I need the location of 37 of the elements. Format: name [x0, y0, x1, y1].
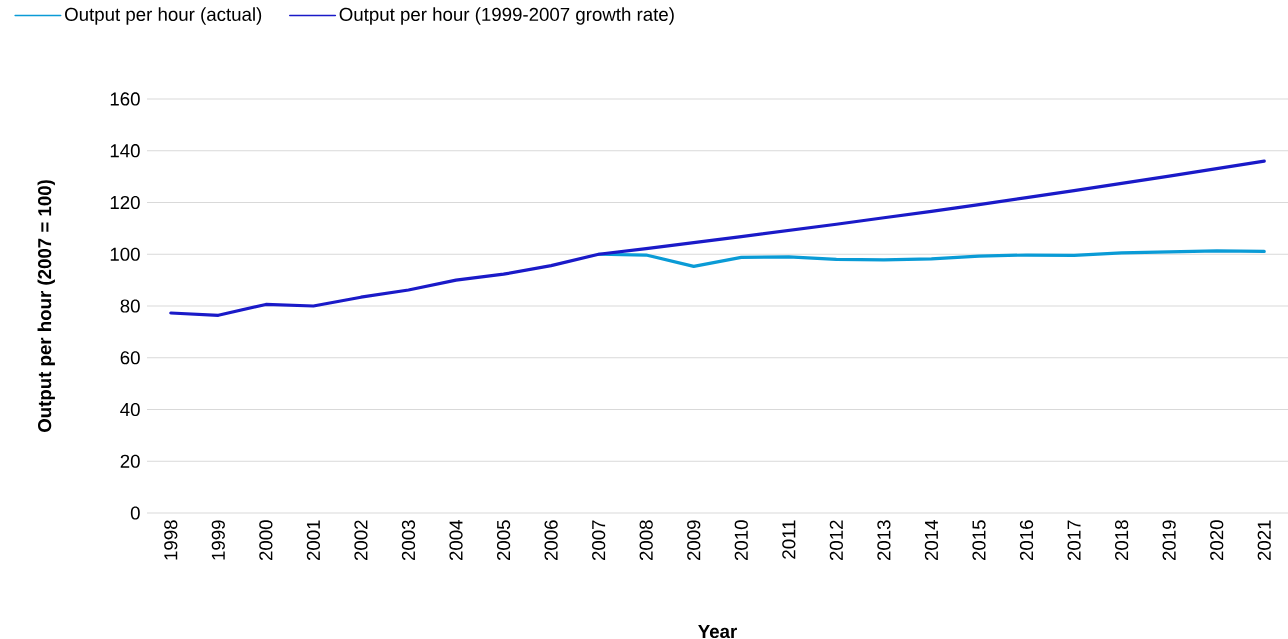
x-axis-title: Year — [698, 625, 737, 639]
x-tick-label: 2001 — [306, 520, 321, 561]
x-tick-label: 2017 — [1067, 520, 1081, 561]
x-tick-label: 2014 — [924, 520, 939, 561]
y-axis-title: Output per hour (2007 = 100) — [37, 180, 55, 433]
y-tick-label: 40 — [120, 402, 140, 417]
x-tick-label: 2005 — [496, 520, 511, 561]
legend-label: Output per hour (actual) — [65, 7, 262, 25]
x-tick-label: 2015 — [972, 520, 986, 561]
x-tick-label: 2000 — [259, 520, 273, 561]
y-tick-label: 120 — [110, 195, 140, 210]
y-tick-label: 80 — [120, 299, 140, 313]
x-tick-label: 2012 — [829, 520, 843, 561]
x-tick-label: 2010 — [734, 520, 748, 561]
x-tick-label: 2008 — [639, 520, 653, 561]
x-tick-label: 2020 — [1210, 520, 1224, 561]
x-tick-label: 2021 — [1257, 520, 1271, 561]
x-tick-label: 2018 — [1114, 520, 1129, 561]
x-tick-label: 2009 — [687, 520, 701, 561]
x-tick-label: 2004 — [449, 520, 463, 561]
legend-label: Output per hour (1999-2007 growth rate) — [339, 7, 674, 25]
x-tick-label: 2002 — [354, 520, 368, 561]
y-tick-label: 140 — [110, 144, 140, 158]
y-tick-label: 0 — [130, 506, 140, 520]
y-tick-label: 100 — [110, 247, 140, 261]
x-tick-label: 1998 — [164, 520, 178, 560]
x-tick-label: 2003 — [401, 520, 416, 561]
y-tick-label: 60 — [120, 351, 140, 365]
x-tick-label: 2013 — [877, 520, 891, 561]
x-tick-label: 2019 — [1162, 520, 1176, 561]
x-tick-label: 2007 — [592, 520, 606, 561]
x-tick-label: 2016 — [1019, 520, 1034, 561]
y-tick-label: 20 — [120, 454, 140, 468]
x-tick-label: 2006 — [544, 520, 558, 561]
x-tick-label: 1999 — [211, 520, 225, 560]
y-tick-label: 160 — [110, 92, 140, 106]
x-tick-label: 2011 — [782, 520, 796, 559]
